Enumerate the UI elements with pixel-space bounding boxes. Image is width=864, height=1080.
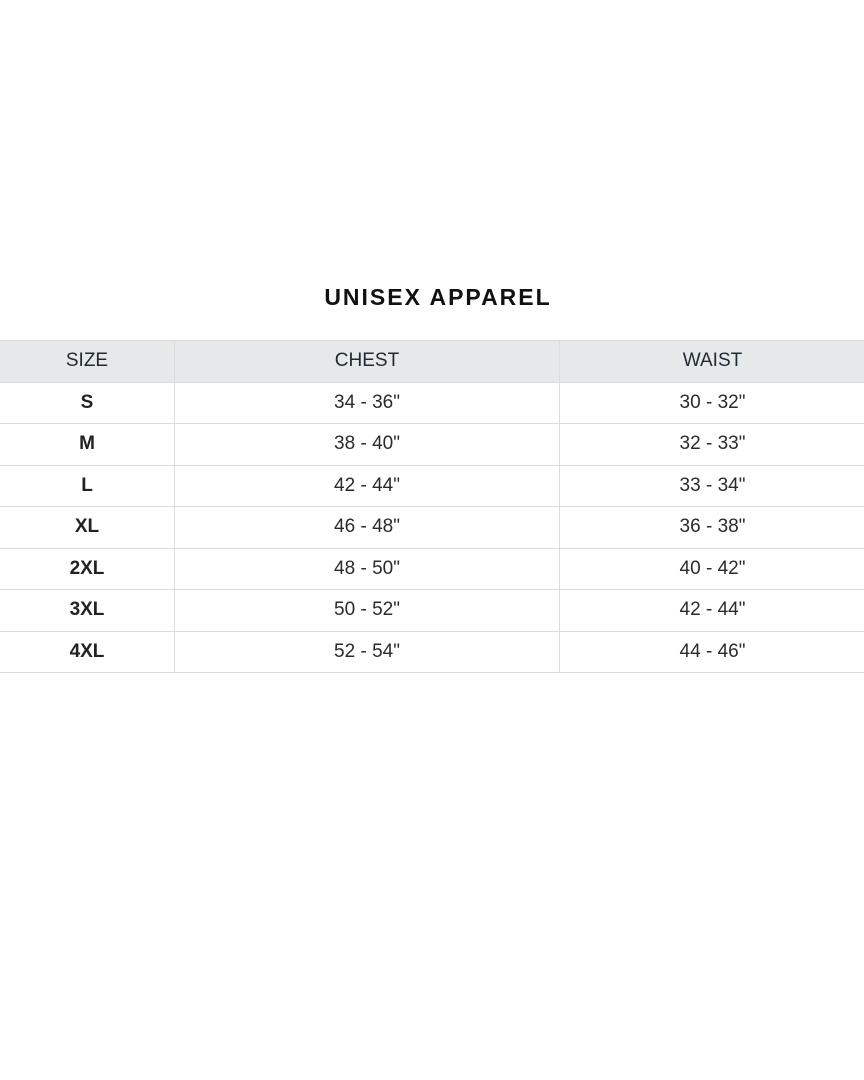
cell-chest: 46 - 48" bbox=[174, 506, 560, 549]
header-row: SIZE CHEST WAIST bbox=[0, 340, 864, 383]
table-row: M 38 - 40" 32 - 33" bbox=[0, 423, 864, 466]
cell-size: S bbox=[0, 381, 175, 424]
cell-size: M bbox=[0, 423, 175, 466]
cell-waist: 40 - 42" bbox=[559, 547, 864, 590]
cell-size: L bbox=[0, 464, 175, 507]
chart-title: UNISEX APPAREL bbox=[324, 284, 552, 310]
header-size: SIZE bbox=[0, 340, 175, 383]
cell-chest: 48 - 50" bbox=[174, 547, 560, 590]
cell-waist: 36 - 38" bbox=[559, 506, 864, 549]
table-row: 3XL 50 - 52" 42 - 44" bbox=[0, 589, 864, 632]
cell-waist: 30 - 32" bbox=[559, 381, 864, 424]
table-row: S 34 - 36" 30 - 32" bbox=[0, 381, 864, 424]
cell-size: 3XL bbox=[0, 589, 175, 632]
cell-waist: 42 - 44" bbox=[559, 589, 864, 632]
table-row: XL 46 - 48" 36 - 38" bbox=[0, 506, 864, 549]
cell-chest: 52 - 54" bbox=[174, 630, 560, 673]
cell-waist: 32 - 33" bbox=[559, 423, 864, 466]
table-row: 2XL 48 - 50" 40 - 42" bbox=[0, 547, 864, 590]
cell-chest: 42 - 44" bbox=[174, 464, 560, 507]
cell-waist: 33 - 34" bbox=[559, 464, 864, 507]
size-chart-table: SIZE CHEST WAIST S 34 - 36" 30 - 32" M 38 - … bbox=[0, 340, 864, 673]
header-chest: CHEST bbox=[174, 340, 560, 383]
cell-chest: 38 - 40" bbox=[174, 423, 560, 466]
cell-size: XL bbox=[0, 506, 175, 549]
table-row: L 42 - 44" 33 - 34" bbox=[0, 464, 864, 507]
cell-waist: 44 - 46" bbox=[559, 630, 864, 673]
cell-chest: 50 - 52" bbox=[174, 589, 560, 632]
table-row: 4XL 52 - 54" 44 - 46" bbox=[0, 630, 864, 673]
cell-size: 4XL bbox=[0, 630, 175, 673]
cell-chest: 34 - 36" bbox=[174, 381, 560, 424]
cell-size: 2XL bbox=[0, 547, 175, 590]
header-waist: WAIST bbox=[559, 340, 864, 383]
